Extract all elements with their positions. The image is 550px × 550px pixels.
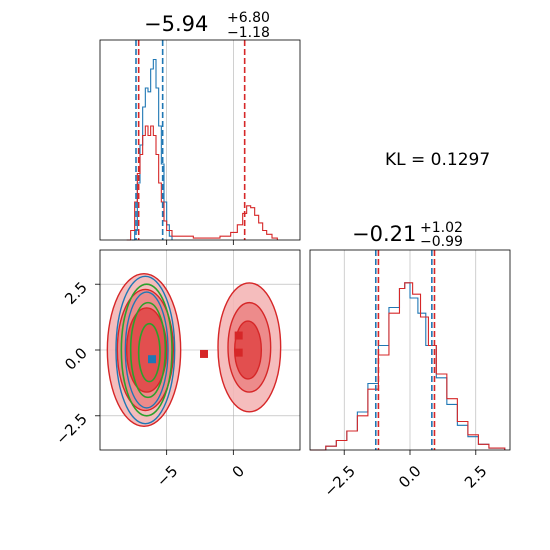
title-param1: −5.94 +6.80 −1.18 bbox=[144, 10, 270, 41]
contour-blue bbox=[115, 275, 176, 425]
contour-green bbox=[129, 301, 167, 399]
marker-blue bbox=[148, 355, 156, 364]
contour-green bbox=[137, 322, 161, 383]
x-tick-label: 2.5 bbox=[461, 462, 491, 492]
x-tick-label: 0.0 bbox=[395, 462, 425, 492]
joint-panel: −5 0 2.5 0.0 −2.5 bbox=[52, 249, 301, 490]
y-tick-label: 2.5 bbox=[61, 278, 91, 308]
x-tick-label: −5 bbox=[153, 462, 181, 490]
contour-red bbox=[125, 307, 168, 393]
panel-frame bbox=[99, 39, 301, 241]
title-param1-lower: −1.18 bbox=[227, 25, 270, 41]
x-tick-label: −2.5 bbox=[320, 462, 358, 500]
title-param2-main: −0.21 bbox=[352, 222, 416, 246]
title-param2-upper: +1.02 bbox=[420, 220, 463, 236]
title-param2-lower: −0.99 bbox=[420, 234, 463, 250]
contour-blue bbox=[124, 291, 169, 409]
marker-red bbox=[234, 348, 243, 357]
series-blue-histogram bbox=[132, 58, 173, 241]
y-tick-label: −2.5 bbox=[52, 410, 90, 448]
y-tick-label: 0.0 bbox=[61, 344, 91, 374]
contour-green bbox=[120, 283, 173, 417]
panel-background bbox=[100, 40, 300, 240]
series-red-histogram bbox=[126, 125, 278, 241]
kl-annotation: KL = 0.1297 bbox=[385, 150, 490, 170]
title-param1-upper: +6.80 bbox=[227, 10, 270, 26]
series-red-histogram bbox=[310, 282, 506, 451]
marker-red bbox=[200, 349, 208, 358]
marginal-panel-param1 bbox=[99, 39, 301, 245]
marker-red bbox=[234, 331, 243, 340]
title-param1-main: −5.94 bbox=[144, 12, 208, 36]
marginal-panel-param2: −2.5 0.0 2.5 bbox=[309, 249, 511, 501]
panel-frame bbox=[309, 249, 511, 451]
panel-frame bbox=[99, 249, 301, 451]
x-tick-label: 0 bbox=[229, 462, 248, 481]
title-param2: −0.21 +1.02 −0.99 bbox=[352, 220, 463, 250]
